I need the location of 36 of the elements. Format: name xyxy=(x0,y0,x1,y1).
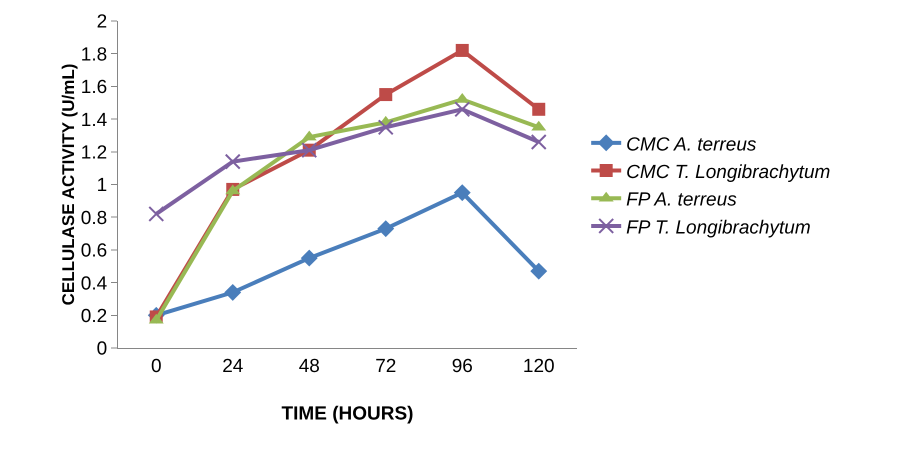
x-tick-label: 0 xyxy=(150,356,162,377)
y-tick-label: 0.6 xyxy=(80,240,108,262)
point xyxy=(379,88,392,102)
y-tick-label: 1.2 xyxy=(80,142,108,164)
y-axis-title: CELLULASE ACTIVITY (U/mL) xyxy=(59,64,78,306)
point xyxy=(224,154,241,170)
point xyxy=(224,284,242,301)
y-tick-label: 1.8 xyxy=(80,44,108,66)
point xyxy=(454,184,471,202)
point xyxy=(378,119,394,136)
y-tick-label: 1.4 xyxy=(80,110,108,131)
point xyxy=(454,101,470,118)
point xyxy=(148,206,164,222)
point xyxy=(530,134,547,150)
y-tick-label: 0.4 xyxy=(80,273,108,294)
y-tick-label: 0.2 xyxy=(80,306,108,327)
y-tick-label: 1.6 xyxy=(80,77,108,98)
point xyxy=(456,44,469,57)
legend-label: FP T. Longibrachytum xyxy=(626,217,811,238)
y-tick-label: 0.8 xyxy=(80,208,108,229)
point xyxy=(530,262,548,280)
point xyxy=(377,220,394,238)
point xyxy=(300,250,318,267)
legend-label: CMC A. terreus xyxy=(626,134,757,156)
x-axis-title: TIME (HOURS) xyxy=(282,404,414,425)
x-tick-label: 96 xyxy=(452,356,473,377)
legend-label: CMC T. Longibrachytum xyxy=(626,162,830,183)
y-tick-label: 0 xyxy=(96,338,108,360)
x-tick-label: 48 xyxy=(298,356,320,377)
point xyxy=(532,102,546,116)
y-tick-label: 1 xyxy=(96,175,108,196)
legend-label: FP A. terreus xyxy=(626,190,738,211)
y-tick-label: 2 xyxy=(96,12,108,33)
x-tick-label: 120 xyxy=(522,356,555,377)
x-tick-label: 72 xyxy=(375,356,396,377)
x-tick-label: 24 xyxy=(222,356,244,377)
